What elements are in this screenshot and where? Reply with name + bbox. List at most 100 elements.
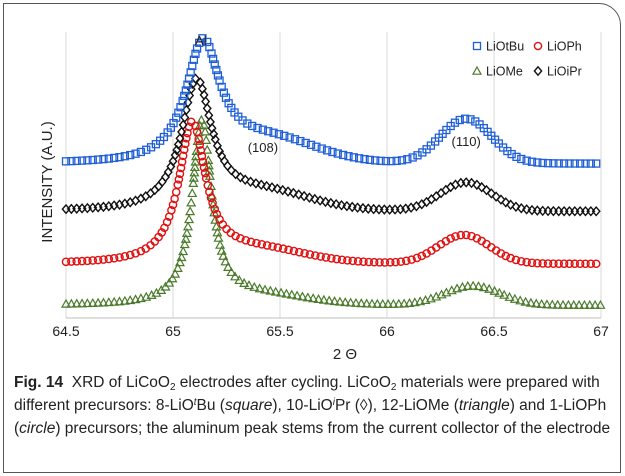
data-point-square: [344, 152, 353, 161]
data-point-triangle: [361, 298, 372, 308]
data-point-triangle: [180, 233, 191, 243]
data-point-square: [169, 118, 178, 128]
data-point-diamond: [337, 199, 347, 211]
data-point-square: [189, 55, 199, 64]
data-point-triangle: [552, 299, 563, 309]
data-point-square: [408, 153, 417, 162]
data-point-circle: [391, 257, 400, 267]
data-point-diamond: [304, 192, 314, 203]
caption-italic: triangle: [458, 397, 510, 414]
data-point-triangle: [574, 299, 585, 309]
data-point-triangle: [109, 296, 120, 306]
data-point-circle: [157, 228, 167, 237]
x-tick-label: 64.5: [52, 323, 79, 339]
data-point-circle: [311, 251, 320, 260]
data-point-triangle: [270, 286, 281, 296]
data-point-diamond: [175, 133, 185, 144]
data-point-diamond: [278, 184, 288, 196]
data-point-circle: [586, 259, 596, 269]
data-point-circle: [136, 246, 146, 256]
legend-item-LiOtBu: LiOtBu: [472, 40, 524, 54]
data-point-square: [517, 154, 526, 164]
data-point-square: [403, 155, 412, 164]
data-point-diamond: [491, 191, 501, 202]
data-point-circle: [441, 236, 451, 246]
data-point-triangle: [557, 299, 569, 309]
data-point-circle: [575, 259, 585, 269]
data-point-triangle: [324, 295, 335, 305]
data-point-diamond: [342, 200, 352, 212]
data-point-diamond: [267, 182, 277, 193]
data-point-diamond: [262, 180, 272, 192]
legend-item-LiOiPr: LiOiPr: [533, 65, 582, 79]
data-point-square: [219, 88, 228, 97]
data-point-circle: [167, 206, 176, 215]
data-point-circle: [109, 253, 119, 263]
data-point-triangle: [191, 145, 202, 155]
data-point-square: [355, 154, 364, 163]
series-LiOiPr: [61, 73, 601, 217]
data-point-triangle: [172, 262, 183, 272]
data-point-square: [104, 154, 113, 163]
data-point-square: [110, 153, 119, 163]
caption-text: electrodes after cycling. LiCoO: [175, 374, 391, 391]
data-point-square: [83, 156, 92, 165]
data-point-square: [392, 156, 401, 166]
data-point-triangle: [189, 161, 200, 172]
data-point-diamond: [591, 206, 601, 217]
data-point-triangle: [340, 297, 351, 307]
data-point-circle: [538, 259, 547, 268]
data-point-circle: [401, 256, 411, 266]
data-point-triangle: [536, 298, 547, 308]
data-point-triangle: [98, 297, 109, 307]
data-point-triangle: [114, 296, 125, 306]
data-point-diamond: [256, 179, 266, 191]
data-point-circle: [93, 255, 103, 265]
data-point-triangle: [189, 167, 200, 177]
data-point-circle: [173, 180, 183, 189]
data-point-triangle: [77, 298, 88, 308]
data-point-triangle: [313, 293, 324, 304]
data-point-square: [397, 156, 407, 165]
data-point-square: [183, 80, 192, 89]
data-point-triangle: [525, 297, 536, 307]
data-point-diamond: [441, 184, 451, 196]
data-point-triangle: [87, 297, 98, 307]
data-point-square: [178, 96, 187, 106]
data-point-square: [543, 159, 553, 168]
data-point-circle: [321, 253, 331, 262]
data-point-circle: [294, 247, 304, 257]
legend: LiOtBu LiOPh LiOMe LiOiPr: [471, 40, 582, 79]
data-point-square: [365, 155, 375, 164]
data-point-triangle: [234, 275, 245, 285]
data-point-triangle: [185, 206, 196, 216]
data-point-square: [243, 119, 252, 128]
data-point-diamond: [477, 181, 487, 193]
data-point-square: [186, 68, 195, 77]
data-point-diamond: [209, 128, 219, 140]
data-point-diamond: [272, 183, 282, 195]
data-point-triangle: [509, 293, 520, 303]
data-point-circle: [278, 244, 288, 254]
data-point-square: [387, 156, 396, 166]
data-point-circle: [501, 251, 511, 261]
data-point-triangle: [286, 289, 297, 299]
data-point-triangle: [181, 227, 192, 237]
data-point-diamond: [177, 126, 187, 138]
data-point-triangle: [190, 156, 201, 166]
y-axis-label: INTENSITY (A.U.): [39, 121, 56, 242]
data-point-square: [466, 115, 475, 124]
data-point-square: [554, 159, 563, 168]
data-point-circle: [131, 249, 140, 258]
data-point-triangle: [489, 285, 500, 295]
data-point-circle: [171, 187, 181, 197]
data-point-circle: [316, 252, 325, 261]
data-point-triangle: [260, 284, 271, 294]
data-point-diamond: [157, 176, 167, 188]
data-point-triangle: [499, 289, 510, 299]
x-tick-label: 66.5: [480, 323, 507, 339]
data-point-triangle: [393, 298, 404, 308]
data-point-triangle: [520, 296, 531, 306]
data-point-triangle: [178, 246, 189, 256]
data-point-circle: [467, 231, 476, 241]
